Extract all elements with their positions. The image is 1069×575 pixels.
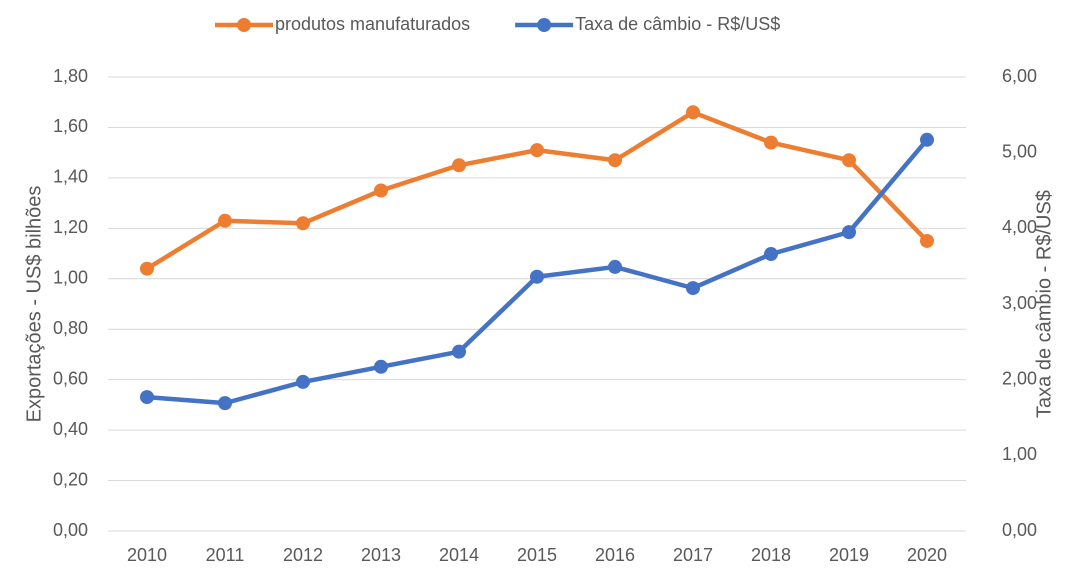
legend-marker — [537, 18, 552, 32]
y-tick-label: 0,40 — [53, 419, 88, 439]
x-tick-label: 2014 — [439, 545, 479, 565]
y2-axis-title: Taxa de câmbio - R$/US$ — [1033, 190, 1055, 418]
y-tick-label: 1,60 — [53, 116, 88, 136]
y2-tick-label: 6,00 — [1002, 66, 1037, 86]
y2-tick-label: 0,00 — [1002, 520, 1037, 540]
x-tick-label: 2013 — [361, 545, 401, 565]
data-point — [296, 216, 310, 231]
y-tick-label: 1,80 — [53, 66, 88, 86]
y-tick-label: 0,80 — [53, 318, 88, 338]
y2-tick-label: 5,00 — [1002, 141, 1037, 161]
data-point — [920, 132, 934, 147]
data-point — [218, 396, 232, 411]
data-point — [686, 105, 700, 120]
data-point — [452, 344, 466, 359]
legend-marker — [237, 18, 251, 32]
data-point — [530, 143, 544, 158]
y-tick-label: 1,20 — [53, 217, 88, 237]
legend-label: produtos manufaturados — [275, 14, 470, 34]
data-point — [140, 390, 154, 405]
y2-tick-label: 2,00 — [1002, 368, 1037, 388]
data-point — [296, 374, 310, 389]
x-tick-label: 2020 — [907, 545, 947, 565]
x-tick-label: 2015 — [517, 545, 557, 565]
legend-label: Taxa de câmbio - R$/US$ — [575, 14, 780, 34]
y-tick-label: 1,40 — [53, 167, 88, 187]
x-tick-label: 2012 — [283, 545, 323, 565]
y-tick-label: 0,20 — [53, 469, 88, 489]
data-point — [374, 359, 388, 374]
data-point — [608, 153, 622, 168]
data-point — [452, 158, 466, 173]
y-axis-title: Exportações - US$ bilhões — [23, 186, 45, 423]
x-tick-label: 2017 — [673, 545, 713, 565]
y2-tick-label: 3,00 — [1002, 293, 1037, 313]
data-point — [686, 281, 700, 296]
data-point — [842, 153, 856, 168]
data-point — [842, 225, 856, 240]
x-tick-label: 2018 — [751, 545, 791, 565]
data-point — [218, 213, 232, 228]
y2-tick-label: 4,00 — [1002, 217, 1037, 237]
data-point — [920, 233, 934, 248]
data-point — [530, 269, 544, 284]
x-tick-label: 2016 — [595, 545, 635, 565]
data-point — [140, 261, 154, 276]
y-tick-label: 0,00 — [53, 520, 88, 540]
x-tick-label: 2011 — [206, 545, 245, 565]
data-point — [608, 259, 622, 274]
y2-tick-label: 1,00 — [1002, 444, 1037, 464]
data-point — [764, 135, 778, 150]
y-tick-label: 0,60 — [53, 368, 88, 388]
x-tick-label: 2010 — [127, 545, 167, 565]
data-point — [374, 183, 388, 198]
y-tick-label: 1,00 — [53, 268, 88, 288]
data-point — [764, 247, 778, 262]
x-tick-label: 2019 — [829, 545, 869, 565]
